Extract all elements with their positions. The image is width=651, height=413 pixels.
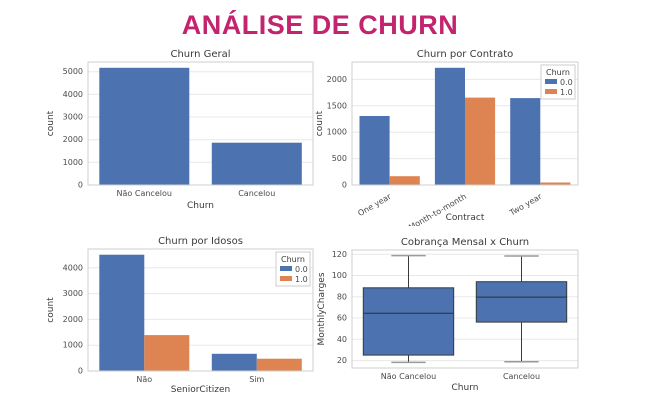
y-tick-label: 0 xyxy=(78,367,83,376)
y-tick-label: 80 xyxy=(337,292,347,301)
bar-Month-to-month-churn-1.0 xyxy=(465,97,496,185)
legend-swatch-0.0 xyxy=(545,79,557,84)
y-tick-label: 2000 xyxy=(63,315,83,324)
y-axis-label: count xyxy=(46,110,56,136)
x-tick-label: Cancelou xyxy=(238,189,275,198)
bar-One year-churn-1.0 xyxy=(389,176,420,185)
plot-border xyxy=(351,61,579,186)
bar-Month-to-month-churn-0.0 xyxy=(434,67,465,185)
legend-label: 0.0 xyxy=(295,265,308,274)
y-tick-label: 3000 xyxy=(63,289,83,298)
legend-label: 1.0 xyxy=(295,275,308,284)
x-axis-label: Churn xyxy=(452,383,479,393)
chart-churn-por-idosos: 0 1000 2000 3000 4000 Churn por Idosos Não Sim S… xyxy=(46,236,314,395)
bar-Não-churn-0.0 xyxy=(99,254,145,371)
x-axis-label: Contract xyxy=(446,213,485,223)
chart-churn-geral: 0 1000 2000 3000 4000 5000 Churn Geral Não Canc… xyxy=(46,49,314,211)
x-tick-label: One year xyxy=(356,192,393,218)
y-tick-label: 3000 xyxy=(63,113,83,122)
chart-title: Churn por Idosos xyxy=(158,236,243,247)
y-axis-label: count xyxy=(46,297,56,323)
y-tick-label: 1500 xyxy=(327,101,347,110)
y-tick-label: 0 xyxy=(342,181,347,190)
legend-swatch-0.0 xyxy=(280,266,292,271)
x-tick-label: Não Cancelou xyxy=(381,372,436,381)
y-tick-label: 100 xyxy=(332,271,347,280)
bar-Cancelou xyxy=(211,142,302,185)
y-tick-label: 40 xyxy=(337,335,347,344)
legend-swatch-1.0 xyxy=(280,276,292,281)
x-tick-label: Sim xyxy=(249,375,264,384)
x-axis-label: Churn xyxy=(187,201,214,211)
box-Cancelou xyxy=(475,281,568,323)
x-tick-label: Não Cancelou xyxy=(117,189,172,198)
plot-border xyxy=(87,61,314,186)
bar-One year-churn-0.0 xyxy=(359,116,390,185)
y-tick-label: 4000 xyxy=(63,263,83,272)
y-tick-label: 120 xyxy=(332,250,347,259)
y-tick-label: 1000 xyxy=(63,158,83,167)
y-tick-label: 0 xyxy=(78,181,83,190)
x-tick-label: Two year xyxy=(507,192,544,218)
y-tick-label: 1000 xyxy=(63,341,83,350)
chart-churn-por-contrato: 0 500 1000 1500 2000 Churn por Contrato One ye… xyxy=(315,49,579,226)
bar-Não-churn-1.0 xyxy=(144,335,190,371)
legend-label: 1.0 xyxy=(560,88,573,97)
plot-border xyxy=(87,248,314,372)
y-tick-label: 500 xyxy=(332,154,347,163)
plot-border xyxy=(351,249,579,369)
chart-title: Churn por Contrato xyxy=(417,49,514,60)
bar-Sim-churn-0.0 xyxy=(211,353,257,371)
y-tick-label: 1000 xyxy=(327,128,347,137)
y-axis-label: count xyxy=(315,110,325,136)
bar-Two year-churn-1.0 xyxy=(540,182,571,185)
y-tick-label: 2000 xyxy=(63,135,83,144)
bar-Sim-churn-1.0 xyxy=(256,358,302,371)
legend-swatch-1.0 xyxy=(545,89,557,94)
y-tick-label: 2000 xyxy=(327,75,347,84)
y-tick-label: 20 xyxy=(337,356,347,365)
bar-Não Cancelou xyxy=(99,67,190,185)
x-tick-label: Não xyxy=(136,375,152,384)
main-title: ANÁLISE DE CHURN xyxy=(181,10,459,40)
legend-title: Churn xyxy=(546,68,570,77)
legend-label: 0.0 xyxy=(560,78,573,87)
y-tick-label: 60 xyxy=(337,314,347,323)
y-tick-label: 5000 xyxy=(63,67,83,76)
chart-title: Cobrança Mensal x Churn xyxy=(401,238,529,248)
x-tick-label: Cancelou xyxy=(503,372,540,381)
bar-Two year-churn-0.0 xyxy=(510,98,541,185)
box-Não Cancelou xyxy=(362,287,455,356)
legend-title: Churn xyxy=(281,255,305,264)
y-axis-label: MonthlyCharges xyxy=(317,272,327,345)
y-tick-label: 4000 xyxy=(63,90,83,99)
chart-title: Churn Geral xyxy=(170,49,230,60)
chart-cobranca-mensal-x-churn: 20 40 60 80 100 120 Cobrança Mensal x Churn Não… xyxy=(317,238,579,393)
x-axis-label: SeniorCitizen xyxy=(171,385,230,395)
